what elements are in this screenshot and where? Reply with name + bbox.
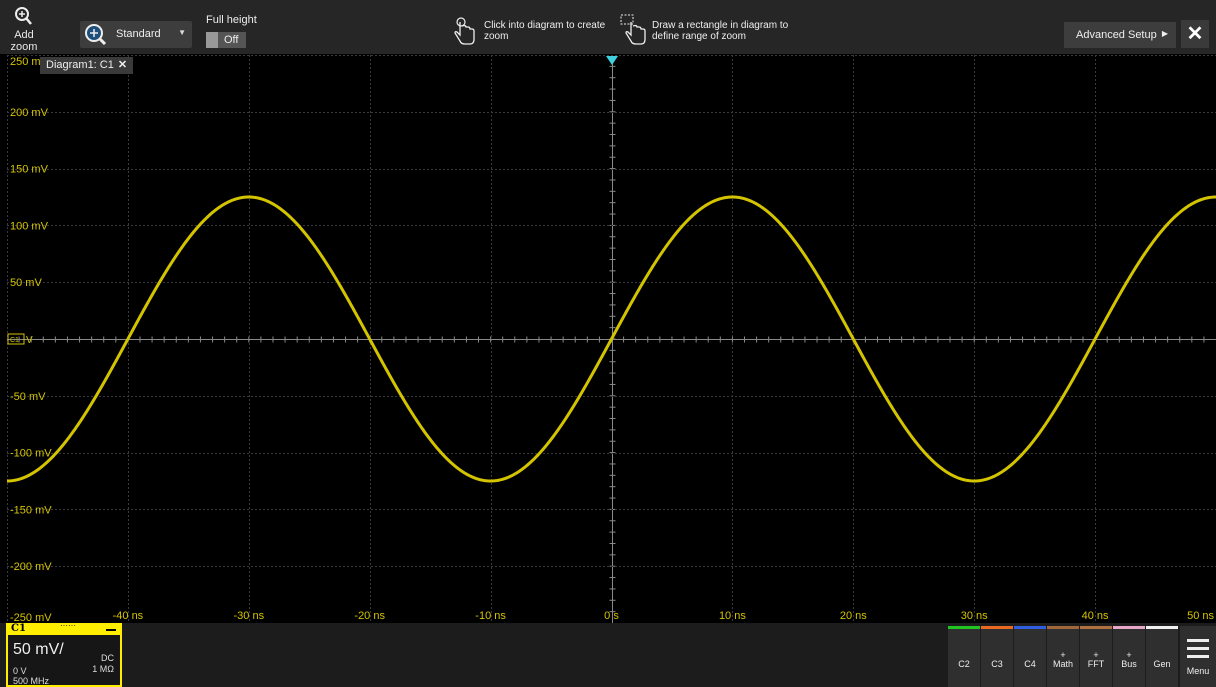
zoom-in-icon bbox=[15, 7, 32, 25]
full-height-toggle[interactable]: Off bbox=[206, 32, 246, 48]
plus-icon: + bbox=[1060, 650, 1066, 660]
hamburger-menu-icon bbox=[1187, 639, 1209, 663]
trigger-position-marker-icon[interactable] bbox=[606, 56, 618, 65]
add-bus-button[interactable]: + Bus bbox=[1113, 626, 1145, 687]
channel-button-label: C2 bbox=[958, 659, 970, 669]
menu-label: Menu bbox=[1186, 666, 1210, 676]
y-tick-label: 150 mV bbox=[10, 164, 49, 176]
channel-button-label: Bus bbox=[1121, 659, 1137, 669]
x-tick-label: -40 ns bbox=[113, 610, 144, 622]
c1-bandwidth: 500 MHz bbox=[13, 676, 50, 686]
x-tick-label: 10 ns bbox=[719, 610, 746, 622]
chevron-right-icon: ▶ bbox=[1161, 29, 1168, 38]
y-axis-labels: 250 mV 200 mV 150 mV 100 mV 50 mV -50 mV -100 … bbox=[10, 56, 52, 624]
c1-vertical-scale: 50 mV/ bbox=[13, 641, 64, 658]
menu-button[interactable]: Menu bbox=[1180, 626, 1216, 687]
hint-click-create-zoom: Click into diagram to create zoom bbox=[484, 20, 606, 42]
plus-icon: + bbox=[1093, 650, 1099, 660]
y-tick-label: -50 mV bbox=[10, 391, 46, 403]
channel-color-bar bbox=[1146, 626, 1178, 629]
c1-name: C1 bbox=[11, 623, 26, 634]
waveform-plot[interactable]: 250 mV 200 mV 150 mV 100 mV 50 mV -50 mV -100 … bbox=[6, 55, 1216, 624]
x-tick-label: 50 ns bbox=[1187, 610, 1214, 622]
channel-color-bar bbox=[1113, 626, 1145, 629]
y-tick-label: 200 mV bbox=[10, 107, 49, 119]
add-zoom-label: Add zoom bbox=[10, 29, 38, 53]
x-axis-labels: -40 ns -30 ns -20 ns -10 ns 0 s 10 ns 20 ns 30 … bbox=[113, 610, 1215, 622]
c1-waveform-trace bbox=[6, 195, 1216, 483]
add-zoom-button[interactable]: Add zoom bbox=[4, 6, 44, 53]
c1-reference-marker[interactable]: C1 V bbox=[7, 333, 33, 346]
full-height-value: Off bbox=[224, 34, 239, 46]
channel-color-bar bbox=[1014, 626, 1046, 629]
plus-icon: + bbox=[1126, 650, 1132, 660]
dropdown-caret-icon: ▼ bbox=[178, 28, 186, 37]
channel-color-bar bbox=[1080, 626, 1112, 629]
y-tick-label: 50 mV bbox=[10, 277, 42, 289]
c1-coupling: DC bbox=[101, 653, 114, 663]
y-tick-label: -250 mV bbox=[10, 612, 52, 623]
channel-color-bar bbox=[948, 626, 980, 629]
channel-button-label: FFT bbox=[1087, 659, 1105, 669]
draw-rectangle-hand-icon bbox=[620, 14, 648, 51]
c1-ref-marker-unit: V bbox=[26, 335, 33, 346]
channel-button-label: Math bbox=[1052, 659, 1073, 669]
c1-header: C1 bbox=[8, 623, 120, 635]
y-tick-label: 100 mV bbox=[10, 220, 49, 232]
tap-hand-icon bbox=[452, 16, 478, 51]
add-fft-button[interactable]: + FFT bbox=[1080, 626, 1112, 687]
x-tick-label: 0 s bbox=[604, 610, 619, 622]
channel-button-c3[interactable]: C3 bbox=[981, 626, 1013, 687]
y-tick-label: -100 mV bbox=[10, 448, 52, 460]
y-tick-label: 250 mV bbox=[10, 56, 49, 68]
x-tick-label: 30 ns bbox=[961, 610, 988, 622]
full-height-label: Full height bbox=[206, 14, 257, 26]
c1-impedance: 1 MΩ bbox=[92, 664, 114, 674]
y-tick-label: -200 mV bbox=[10, 561, 52, 573]
generator-button[interactable]: Gen bbox=[1146, 626, 1178, 687]
channel-button-c2[interactable]: C2 bbox=[948, 626, 980, 687]
channel-button-label: C4 bbox=[1024, 659, 1036, 669]
zoom-mode-icon bbox=[85, 24, 107, 45]
toggle-knob bbox=[206, 32, 218, 48]
channel-color-bar bbox=[1047, 626, 1079, 629]
x-tick-label: -20 ns bbox=[354, 610, 385, 622]
diagram-tab-close-icon[interactable]: ✕ bbox=[117, 59, 128, 71]
x-tick-label: 40 ns bbox=[1082, 610, 1109, 622]
x-tick-label: 20 ns bbox=[840, 610, 867, 622]
c1-channel-panel[interactable]: C1 ······ 50 mV/ DC 1 MΩ 0 V 500 MHz bbox=[6, 621, 122, 687]
channel-button-c4[interactable]: C4 bbox=[1014, 626, 1046, 687]
add-math-button[interactable]: + Math bbox=[1047, 626, 1079, 687]
close-button[interactable]: ✕ bbox=[1181, 20, 1209, 48]
c1-ref-marker-label: C1 bbox=[10, 337, 19, 344]
channel-button-label: Gen bbox=[1153, 659, 1171, 669]
x-tick-label: -30 ns bbox=[234, 610, 265, 622]
minimize-icon[interactable] bbox=[106, 629, 116, 631]
advanced-setup-button[interactable]: Advanced Setup ▶ bbox=[1064, 22, 1176, 48]
waveform-diagram[interactable]: 250 mV 200 mV 150 mV 100 mV 50 mV -50 mV -100 … bbox=[6, 55, 1216, 624]
c1-offset: 0 V bbox=[13, 666, 27, 676]
y-tick-label: -150 mV bbox=[10, 504, 52, 516]
channel-color-bar bbox=[981, 626, 1013, 629]
zoom-mode-value: Standard bbox=[116, 28, 161, 40]
hint-draw-rectangle: Draw a rectangle in diagram to define ra… bbox=[652, 20, 789, 42]
x-tick-label: -10 ns bbox=[475, 610, 506, 622]
signal-bar bbox=[0, 623, 1216, 687]
c1-indicator: ······ bbox=[60, 621, 76, 630]
diagram-tab[interactable]: Diagram1: C1 ✕ bbox=[40, 57, 134, 74]
zoom-mode-dropdown[interactable]: Standard ▼ bbox=[80, 21, 192, 48]
channel-button-label: C3 bbox=[991, 659, 1003, 669]
advanced-setup-label: Advanced Setup bbox=[1076, 29, 1157, 41]
close-icon: ✕ bbox=[1186, 23, 1204, 45]
diagram-tab-label: Diagram1: C1 bbox=[46, 59, 114, 71]
zoom-toolbar: Add zoom Standard ▼ Full height Off Clic… bbox=[0, 0, 1216, 54]
